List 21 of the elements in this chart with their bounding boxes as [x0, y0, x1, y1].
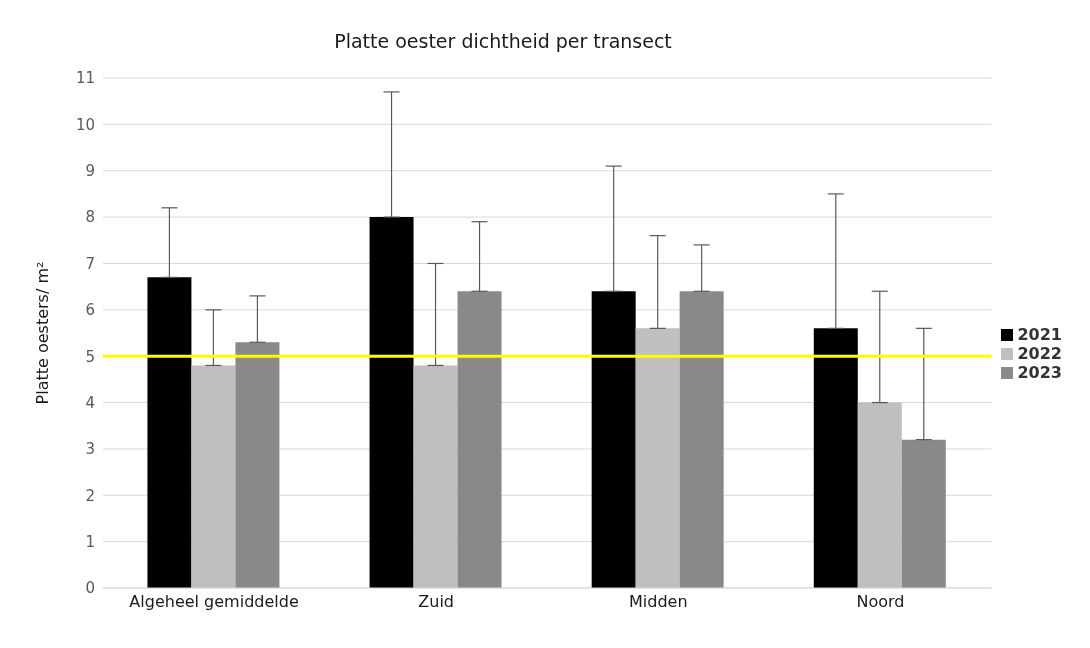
- x-tick-label: Midden: [629, 592, 688, 612]
- y-tick-label: 8: [85, 208, 95, 227]
- y-tick-label: 11: [75, 69, 95, 88]
- y-tick-label: 1: [85, 532, 95, 551]
- x-tick-label: Noord: [856, 592, 905, 612]
- y-axis-title: Platte oesters/ m²: [32, 261, 52, 405]
- y-tick-label: 3: [85, 440, 95, 459]
- x-tick-label: Algeheel gemiddelde: [129, 592, 299, 612]
- y-tick-label: 4: [85, 393, 95, 412]
- y-tick-label: 7: [85, 254, 95, 273]
- legend-label: 2022: [1017, 343, 1062, 363]
- chart-title: Platte oester dichtheid per transect: [333, 30, 673, 52]
- y-tick-label: 0: [85, 579, 95, 598]
- y-tick-label: 10: [75, 115, 95, 134]
- legend-label: 2023: [1017, 362, 1062, 382]
- y-tick-label: 9: [85, 162, 95, 181]
- legend-label: 2021: [1017, 324, 1062, 344]
- y-tick-label: 2: [85, 486, 95, 505]
- x-tick-label: Zuid: [418, 592, 455, 612]
- y-tick-label: 6: [85, 301, 95, 320]
- y-tick-label: 5: [85, 347, 95, 366]
